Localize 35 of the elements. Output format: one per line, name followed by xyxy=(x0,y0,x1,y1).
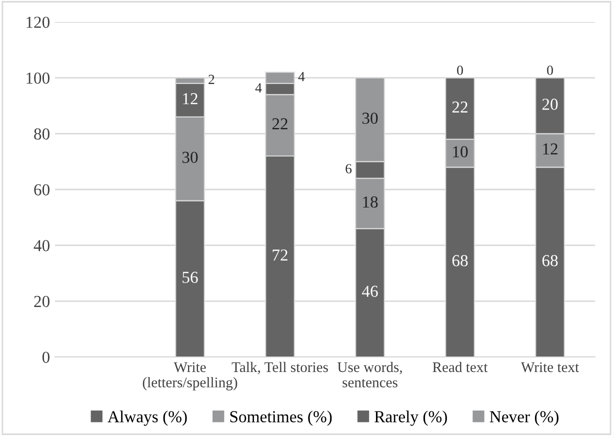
data-label: 12 xyxy=(543,143,558,154)
data-label: 30 xyxy=(182,152,198,163)
x-tick-label: Use words, sentences xyxy=(337,362,402,388)
y-tick-label: 100 xyxy=(26,72,50,84)
legend-label: Rarely (%) xyxy=(374,410,447,426)
data-label: 22 xyxy=(272,118,288,130)
legend-label: Always (%) xyxy=(108,410,187,426)
data-label: 18 xyxy=(363,196,378,208)
y-tick-label: 60 xyxy=(34,184,50,196)
x-tick-label: Read text xyxy=(432,362,488,372)
data-label: 72 xyxy=(272,249,288,261)
x-tick-label: Talk, Tell stories xyxy=(232,362,328,374)
data-label: 4 xyxy=(298,72,305,82)
data-label: 46 xyxy=(362,286,378,297)
y-tick-label: 80 xyxy=(34,128,50,140)
y-tick-label: 40 xyxy=(34,240,50,252)
legend-label: Sometimes (%) xyxy=(230,410,332,426)
data-label: 6 xyxy=(346,164,352,174)
data-label: 20 xyxy=(542,98,558,110)
data-label: 30 xyxy=(362,112,378,124)
data-label: 0 xyxy=(547,66,553,76)
x-tick-label: Write text xyxy=(520,362,579,372)
data-label: 12 xyxy=(183,93,198,104)
y-tick-label: 0 xyxy=(42,352,50,363)
data-label: 0 xyxy=(457,66,463,76)
data-label: 22 xyxy=(452,102,468,113)
data-label: 68 xyxy=(542,255,558,266)
data-label: 4 xyxy=(255,83,262,92)
data-label: 68 xyxy=(452,255,468,266)
y-tick-label: 20 xyxy=(34,296,50,308)
data-label: 56 xyxy=(182,272,198,284)
data-label: 2 xyxy=(208,74,214,84)
y-tick-label: 120 xyxy=(26,16,50,28)
data-label: 10 xyxy=(453,146,468,158)
legend-label: Never (%) xyxy=(490,410,558,426)
